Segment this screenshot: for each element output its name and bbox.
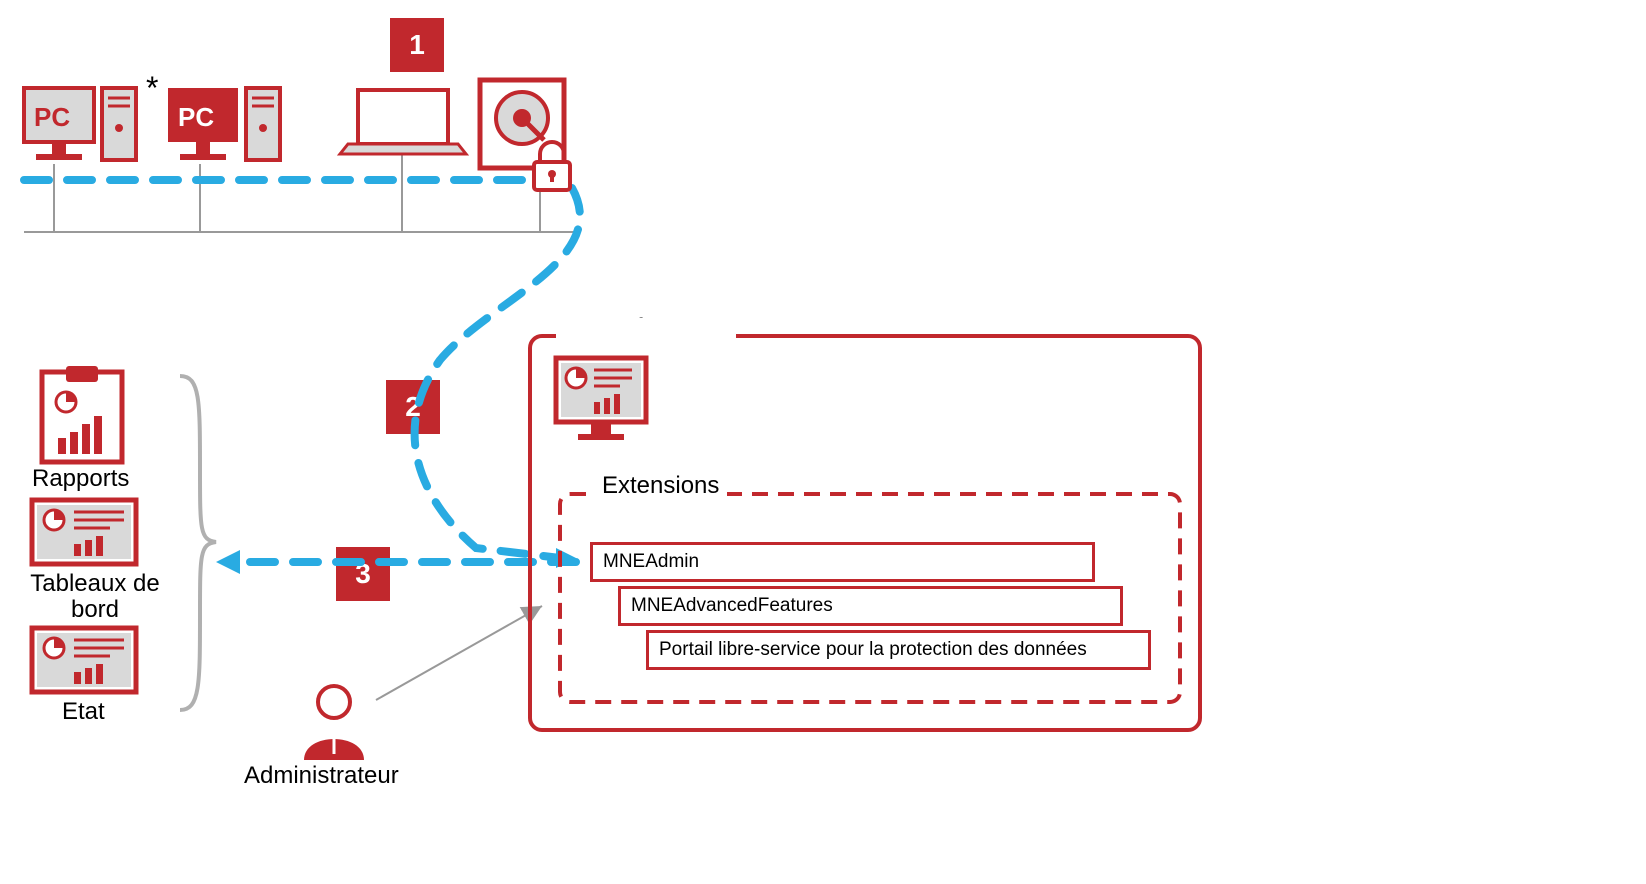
epo-monitor-icon [556,358,646,440]
clipboard-icon [42,366,122,462]
tower2-icon [246,88,280,160]
dashboard-icon1 [32,500,136,564]
pc2-icon: PC [168,88,238,160]
diagram-canvas: 1 2 3 * Rapports Tableaux de bord Etat A… [0,0,1646,884]
diagram-svg: PC PC [0,0,1646,884]
brace-icon [180,376,216,710]
dashboard-icon2 [32,628,136,692]
pc1-icon: PC [24,88,94,160]
tower1-icon [102,88,136,160]
pc1-text: PC [34,102,70,132]
pc2-text: PC [178,102,214,132]
label-extensions: Extensions [594,472,727,500]
laptop-icon [340,90,466,154]
admin-icon [304,686,364,760]
disk-lock-icon [480,80,570,190]
